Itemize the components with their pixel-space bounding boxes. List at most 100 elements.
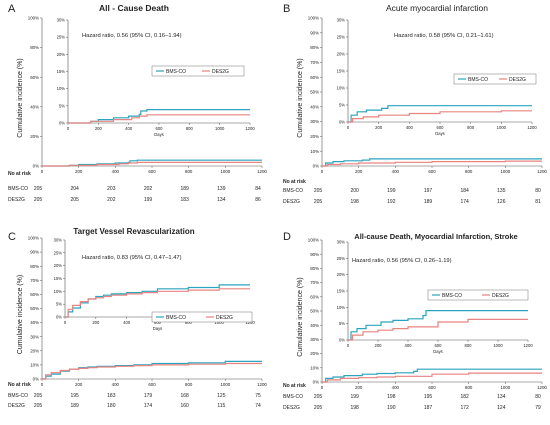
y-tick-label: 90%: [310, 252, 319, 257]
inset-y-tick-label: 5%: [339, 321, 345, 326]
risk-row-label: DES2G: [8, 197, 25, 203]
x-tick-label: 800: [185, 382, 193, 387]
inset-series-line-des2g: [68, 114, 250, 124]
inset-y-tick-label: 20%: [54, 263, 63, 268]
inset-y-tick-label: 25%: [54, 250, 63, 255]
panel-c: C Target Vessel Revascularization 0% 10% 20%…: [8, 227, 267, 409]
inset-y-tick-label: 10%: [54, 289, 63, 294]
x-tick-label: 600: [148, 382, 156, 387]
panel-letter: C: [8, 231, 16, 243]
risk-value: 189: [70, 403, 79, 409]
risk-value: 205: [314, 188, 323, 194]
y-tick-label: 0%: [33, 377, 39, 382]
inset-x-tick-label: 1200: [245, 126, 255, 131]
inset-series-line-bms-co: [348, 310, 528, 341]
inset-series-line-des2g: [65, 288, 250, 318]
risk-value: 189: [424, 199, 433, 205]
series-line-des2g: [322, 372, 542, 383]
inset-x-tick-label: 600: [154, 320, 162, 325]
inset-y-tick-label: 30%: [337, 18, 346, 23]
risk-value: 199: [387, 188, 396, 194]
inset-x-tick-label: 0: [67, 126, 70, 131]
risk-value: 115: [217, 403, 225, 409]
series-line-des2g: [42, 362, 262, 380]
x-tick-label: 0: [321, 385, 324, 390]
inset-x-axis-label: Days: [154, 132, 164, 137]
risk-row-label: BMS-CO: [283, 188, 303, 194]
risk-value: 202: [107, 197, 116, 203]
inset-y-tick-label: 30%: [54, 238, 63, 243]
y-tick-label: 50%: [30, 306, 39, 311]
y-tick-label: 60%: [30, 292, 39, 297]
x-tick-label: 200: [355, 169, 363, 174]
x-tick-label: 800: [465, 169, 473, 174]
inset-x-tick-label: 0: [347, 125, 350, 130]
risk-value: 205: [34, 403, 43, 409]
inset-x-tick-label: 1200: [527, 125, 537, 130]
risk-value: 205: [34, 197, 43, 203]
inset-y-tick-label: 30%: [337, 240, 346, 245]
main-axes: 0% 20% 40% 60% 80% 100% 0 200 400 600 800 1000 1200 C…: [17, 16, 267, 174]
y-tick-label: 0%: [33, 164, 39, 169]
legend-label-des2g: DES2G: [509, 77, 526, 83]
legend: BMS-CO DES2G: [151, 65, 245, 77]
risk-row-label: DES2G: [283, 405, 300, 411]
inset-y-tick-label: 0%: [59, 121, 65, 126]
risk-value: 190: [387, 405, 396, 411]
risk-row-label: DES2G: [8, 403, 25, 409]
risk-value: 195: [424, 394, 433, 400]
x-tick-label: 1000: [500, 169, 510, 174]
risk-value: 183: [180, 197, 189, 203]
risk-value: 183: [107, 393, 116, 399]
risk-value: 192: [387, 199, 396, 205]
risk-table: No at risk BMS-CO 205 195 183 179 168 125 75 DES2…: [8, 382, 261, 409]
risk-value: 134: [497, 394, 506, 400]
risk-value: 198: [387, 394, 396, 400]
y-tick-label: 90%: [30, 250, 39, 255]
x-tick-label: 0: [41, 382, 44, 387]
inset-y-tick-label: 5%: [56, 302, 62, 307]
inset-y-tick-label: 5%: [339, 103, 345, 108]
risk-value: 124: [497, 405, 506, 411]
y-tick-label: 70%: [310, 60, 319, 65]
risk-value: 135: [497, 188, 506, 194]
y-axis-label: Cumulative incidence (%): [297, 277, 304, 356]
y-tick-label: 50%: [310, 90, 319, 95]
x-tick-label: 0: [41, 169, 44, 174]
risk-value: 80: [535, 188, 541, 194]
inset-x-tick-label: 1200: [523, 343, 533, 348]
panel-a: A All - Cause Death 0% 20% 40% 60% 80% 100% 0 200…: [8, 3, 267, 203]
series-line-bms-co: [322, 158, 542, 167]
y-tick-label: 100%: [308, 238, 319, 243]
y-tick-label: 80%: [310, 45, 319, 50]
risk-value: 199: [350, 394, 359, 400]
inset-series-line-bms-co: [65, 284, 250, 318]
inset-x-tick-label: 800: [186, 126, 194, 131]
risk-value: 200: [350, 188, 359, 194]
y-tick-label: 40%: [30, 104, 39, 109]
inset-x-tick-label: 200: [92, 320, 100, 325]
x-tick-label: 1000: [220, 382, 230, 387]
risk-row-label: BMS-CO: [283, 394, 303, 400]
y-tick-label: 70%: [30, 278, 39, 283]
x-tick-label: 200: [355, 385, 363, 390]
inset-series-line-bms-co: [348, 105, 532, 123]
risk-value: 198: [350, 405, 359, 411]
y-tick-label: 20%: [30, 134, 39, 139]
y-tick-label: 80%: [30, 264, 39, 269]
inset-y-tick-label: 15%: [337, 69, 346, 74]
hazard-ratio-annotation: Hazard ratio, 0.58 (95% CI, 0.21–1.61): [394, 33, 494, 39]
series-line-bms-co: [42, 360, 262, 380]
y-tick-label: 90%: [310, 30, 319, 35]
inset-x-tick-label: 1000: [215, 126, 225, 131]
inset-x-axis-label: Days: [435, 131, 445, 136]
inset-x-tick-label: 1000: [215, 320, 225, 325]
inset-y-tick-label: 25%: [337, 35, 346, 40]
panel-letter: D: [283, 231, 291, 243]
risk-value: 197: [424, 188, 433, 194]
inset-y-tick-label: 20%: [57, 52, 66, 57]
legend: BMS-CO DES2G: [453, 73, 537, 85]
inset-x-axis-label: Days: [433, 349, 443, 354]
inset-y-tick-label: 15%: [337, 289, 346, 294]
inset-x-tick-label: 0: [347, 343, 350, 348]
